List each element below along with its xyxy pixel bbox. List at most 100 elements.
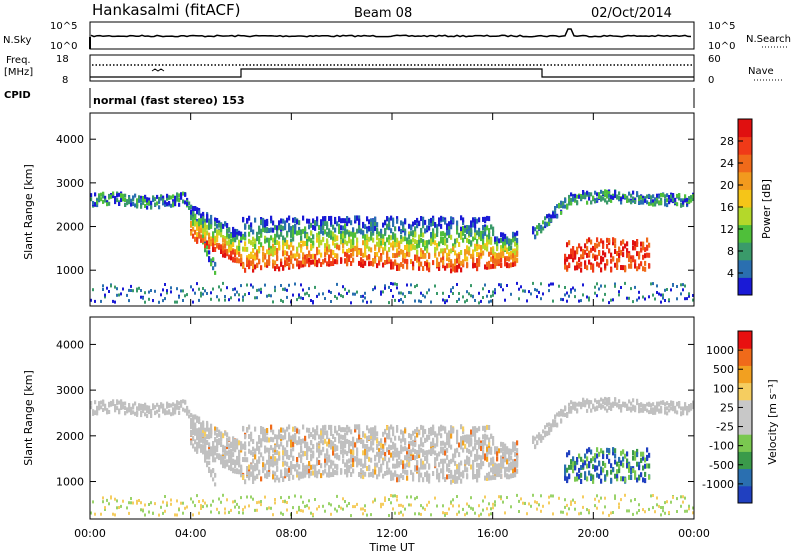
- scatter-cell: [616, 251, 619, 256]
- scatter-cell: [130, 284, 132, 288]
- scatter-cell: [426, 248, 429, 254]
- scatter-cell: [594, 247, 597, 253]
- scatter-cell: [358, 220, 361, 226]
- scatter-cell: [384, 286, 386, 290]
- scatter-cell: [610, 463, 613, 469]
- scatter-cell: [484, 264, 487, 270]
- scatter-cell: [610, 478, 613, 484]
- scatter-cell: [210, 241, 213, 247]
- scatter-cell: [228, 239, 231, 245]
- scatter-cell: [604, 474, 607, 480]
- scatter-cell: [182, 199, 185, 204]
- scatter-cell: [576, 265, 579, 271]
- scatter-cell: [650, 494, 652, 498]
- scatter-cell: [580, 267, 583, 273]
- scatter-cell: [372, 440, 375, 446]
- scatter-cell: [270, 245, 273, 251]
- scatter-cell: [628, 474, 631, 480]
- scatter-cell: [502, 241, 505, 247]
- scatter-cell: [326, 472, 329, 478]
- scatter-cell: [542, 504, 544, 508]
- scatter-cell: [268, 228, 271, 233]
- scatter-cell: [298, 475, 301, 481]
- scatter-cell: [384, 245, 387, 251]
- scatter-cell: [496, 236, 499, 242]
- scatter-cell: [576, 408, 579, 413]
- scatter-cell: [510, 505, 512, 509]
- scatter-cell: [282, 287, 284, 291]
- scatter-cell: [260, 452, 263, 458]
- scatter-cell: [634, 259, 637, 265]
- scatter-cell: [478, 504, 480, 508]
- scatter-cell: [240, 258, 243, 263]
- scatter-cell: [532, 230, 535, 235]
- scatter-cell: [396, 425, 399, 430]
- scatter-cell: [280, 284, 282, 287]
- scatter-cell: [648, 463, 651, 469]
- scatter-cell: [472, 507, 474, 511]
- scatter-cell: [338, 455, 341, 461]
- scatter-cell: [380, 292, 382, 296]
- scatter-cell: [126, 409, 129, 414]
- scatter-cell: [664, 202, 667, 207]
- scatter-cell: [330, 261, 333, 267]
- scatter-cell: [442, 236, 445, 242]
- scatter-cell: [352, 453, 355, 459]
- scatter-cell: [114, 497, 116, 501]
- scatter-cell: [390, 475, 393, 481]
- scatter-cell: [148, 503, 150, 506]
- scatter-cell: [334, 463, 337, 469]
- scatter-cell: [608, 406, 611, 410]
- scatter-cell: [398, 503, 400, 507]
- scatter-cell: [566, 467, 569, 473]
- scatter-cell: [492, 459, 495, 464]
- scatter-cell: [412, 430, 415, 436]
- scatter-cell: [168, 409, 171, 414]
- scatter-cell: [334, 437, 337, 442]
- scatter-cell: [190, 418, 193, 423]
- scatter-cell: [476, 246, 479, 252]
- scatter-cell: [288, 262, 291, 268]
- scatter-cell: [186, 199, 189, 204]
- scatter-cell: [388, 225, 391, 230]
- scatter-cell: [228, 443, 231, 449]
- scatter-cell: [98, 401, 101, 406]
- scatter-cell: [446, 432, 449, 438]
- scatter-cell: [392, 494, 394, 498]
- scatter-cell: [374, 435, 377, 441]
- scatter-cell: [302, 438, 305, 444]
- scatter-cell: [610, 252, 613, 258]
- scatter-cell: [634, 455, 637, 461]
- scatter-cell: [274, 285, 276, 289]
- scatter-cell: [166, 410, 169, 415]
- scatter-cell: [628, 399, 631, 404]
- scatter-cell: [336, 464, 339, 470]
- scatter-cell: [598, 195, 601, 199]
- scatter-cell: [444, 233, 447, 239]
- scatter-cell: [144, 412, 147, 417]
- scatter-cell: [336, 509, 338, 513]
- scatter-cell: [508, 474, 511, 480]
- scatter-cell: [508, 448, 511, 454]
- scatter-cell: [292, 506, 294, 510]
- scatter-cell: [174, 410, 177, 415]
- scatter-cell: [390, 228, 393, 234]
- scatter-cell: [670, 194, 673, 199]
- scatter-cell: [406, 244, 409, 250]
- scatter-cell: [180, 289, 182, 293]
- scatter-cell: [266, 471, 269, 477]
- scatter-cell: [642, 295, 644, 299]
- scatter-cell: [346, 216, 349, 221]
- scatter-cell: [614, 494, 616, 498]
- scatter-cell: [416, 453, 419, 459]
- freq-panel: Freq. [MHz] 18 8 60 0 Nave: [4, 54, 782, 86]
- scatter-cell: [640, 451, 643, 457]
- scatter-cell: [430, 451, 433, 456]
- scatter-cell: [424, 253, 427, 258]
- scatter-cell: [212, 266, 215, 271]
- scatter-cell: [536, 434, 539, 439]
- scatter-cell: [490, 294, 492, 298]
- scatter-cell: [598, 499, 600, 503]
- scatter-cell: [484, 440, 487, 446]
- scatter-cell: [572, 249, 575, 255]
